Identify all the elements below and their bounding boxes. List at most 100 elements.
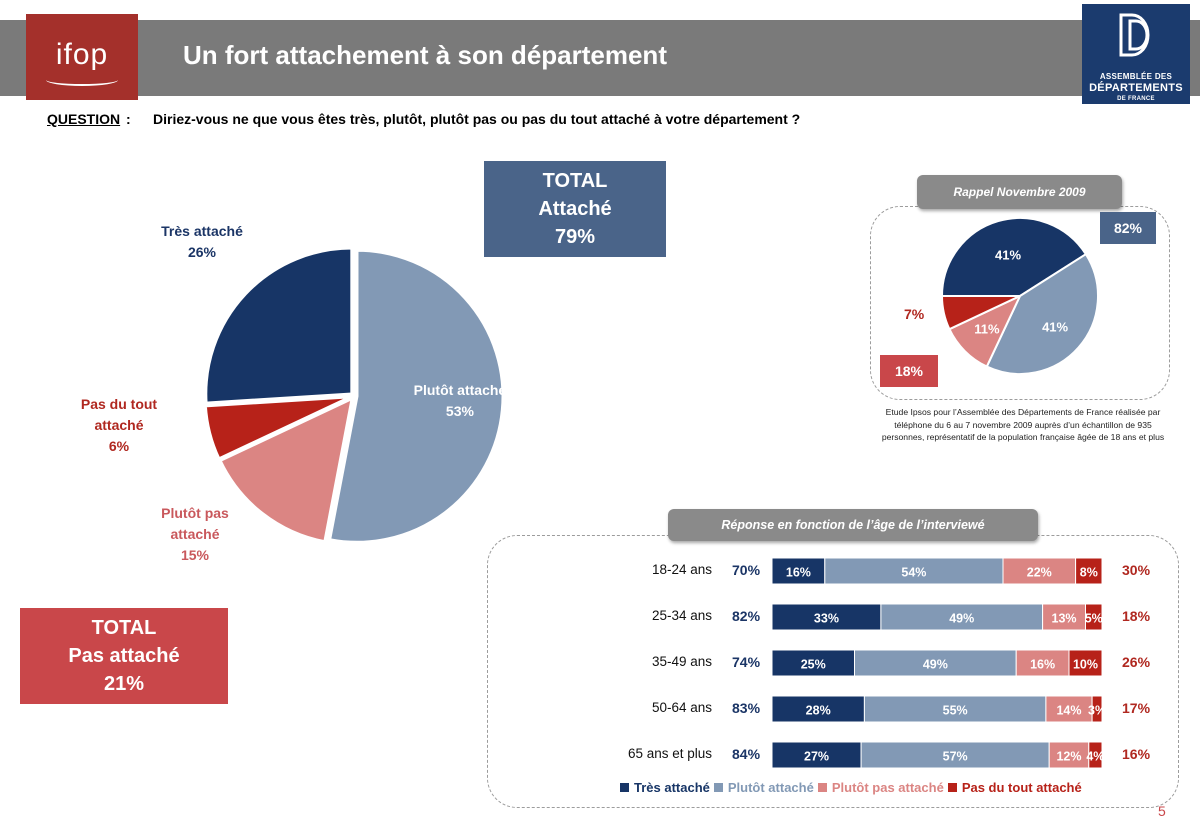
age-row-label: 35-49 ans <box>651 654 712 669</box>
age-bar-label-pas-du-tout: 8% <box>1080 565 1098 579</box>
legend-label-plutot-pas: Plutôt pas attaché <box>831 780 944 795</box>
age-row-total-attache: 70% <box>732 562 761 578</box>
total-attache-box: TOTAL Attaché 79% <box>484 161 666 257</box>
age-bar-label-tres: 25% <box>801 657 826 671</box>
rappel-label-pas-du-tout: 7% <box>904 306 925 322</box>
age-bar-segment-plutot <box>860 741 1050 769</box>
age-bar-segment-tres <box>771 557 826 585</box>
age-bar-label-tres: 27% <box>804 749 829 763</box>
pie-label-pas-du-tout-line1: Pas du tout <box>80 396 158 412</box>
pie-label-tres: Très attaché 26% <box>150 221 254 263</box>
age-bar-segment-pas-du-tout <box>1068 649 1103 677</box>
rappel-pie-slice-label-plutot: 41% <box>1042 319 1068 334</box>
age-legend: Très attaché Plutôt attaché Plutôt pas att… <box>620 780 1086 795</box>
age-bar-label-tres: 33% <box>814 611 839 625</box>
total-pas-line3: 21% <box>103 673 145 695</box>
main-pie-slice-tres <box>204 246 354 405</box>
pie-label-plutot-pas: Plutôt pas attaché 15% <box>140 503 250 566</box>
legend-label-pas-du-tout: Pas du tout attaché <box>961 780 1082 795</box>
age-bar-segment-pas-du-tout <box>1075 557 1103 585</box>
age-row-total-pas: 30% <box>1122 562 1151 578</box>
adf-logo-line2: DÉPARTEMENTS <box>1089 82 1183 94</box>
age-bar-segment-plutot <box>863 695 1047 723</box>
pie-label-plutot-pas-line2: attaché <box>170 526 220 542</box>
ifop-logo: ifop <box>26 14 138 100</box>
age-bar-segment-pas-du-tout <box>1088 741 1103 769</box>
age-bar-label-plutot-pas: 14% <box>1056 703 1081 717</box>
adf-monogram-icon <box>1119 13 1150 57</box>
question-colon: : <box>126 111 131 127</box>
age-bar-label-plutot: 54% <box>901 565 926 579</box>
age-row-label: 25-34 ans <box>651 608 712 623</box>
legend-label-tres: Très attaché <box>634 780 710 795</box>
age-row-total-pas: 16% <box>1122 746 1151 762</box>
main-pie-slice-plutot-pas <box>218 395 355 544</box>
rappel-pie-slice-label-tres: 41% <box>995 247 1021 262</box>
rappel-pie-slice-label-plutot-pas: 11% <box>974 322 1000 337</box>
age-bar-label-plutot-pas: 13% <box>1052 611 1077 625</box>
header-bar <box>0 20 1200 96</box>
question-label: QUESTION <box>47 111 121 127</box>
rappel-total-pas-badge: 18% <box>880 355 938 387</box>
pie-label-plutot-pas-value: 15% <box>180 547 210 563</box>
age-bar-label-pas-du-tout: 10% <box>1073 657 1098 671</box>
age-bar-label-tres: 28% <box>806 703 831 717</box>
age-row-total-pas: 17% <box>1122 700 1151 716</box>
pie-label-tres-value: 26% <box>187 244 217 260</box>
legend-swatch-tres <box>620 783 629 792</box>
legend-swatch-plutot-pas <box>817 783 827 792</box>
adf-logo-line3: DE FRANCE <box>1117 96 1155 102</box>
legend-swatch-pas-du-tout <box>947 783 957 792</box>
age-row-label: 50-64 ans <box>651 700 712 715</box>
age-row-total-attache: 83% <box>732 700 761 716</box>
age-row-label: 65 ans et plus <box>627 746 712 761</box>
pie-label-pas-du-tout: Pas du tout attaché 6% <box>66 394 172 457</box>
total-attache-line2: Attaché <box>538 198 612 220</box>
pie-label-pas-du-tout-line2: attaché <box>94 417 144 433</box>
question-text: Diriez-vous ne que vous êtes très, plutô… <box>153 111 801 127</box>
total-pas-line2: Pas attaché <box>68 645 180 667</box>
rappel-total-attache-badge: 82% <box>1100 212 1156 244</box>
age-bar-label-tres: 16% <box>786 565 811 579</box>
pie-label-plutot-pas-line1: Plutôt pas <box>161 505 229 521</box>
legend-item-plutot: Plutôt attaché <box>713 780 814 795</box>
legend-item-plutot-pas: Plutôt pas attaché <box>817 780 944 795</box>
age-row-label: 18-24 ans <box>651 562 712 577</box>
rappel-title: Rappel Novembre 2009 <box>917 175 1122 209</box>
age-bar-label-plutot: 49% <box>923 657 948 671</box>
age-section-title: Réponse en fonction de l’âge de l’interv… <box>668 509 1038 541</box>
age-bar-label-pas-du-tout: 5% <box>1085 611 1103 625</box>
ifop-logo-text: ifop <box>55 38 109 71</box>
age-bar-segment-plutot-pas <box>1045 695 1093 723</box>
legend-label-plutot: Plutôt attaché <box>727 780 814 795</box>
age-bar-label-pas-du-tout: 4% <box>1086 749 1104 763</box>
age-bar-label-plutot: 49% <box>949 611 974 625</box>
ifop-swoosh <box>46 74 118 86</box>
rappel-pie-slice-pas-du-tout <box>940 295 1021 331</box>
total-pas-attache-box: TOTAL Pas attaché 21% <box>20 608 228 704</box>
age-row-total-pas: 26% <box>1122 654 1151 670</box>
main-pie-chart: Plutôt attaché 53% <box>203 246 507 544</box>
main-pie-slice-plutot <box>327 248 505 544</box>
main-pie-slice-label-plutot: Plutôt attaché 53% <box>414 382 507 419</box>
age-bar-label-plutot-pas: 22% <box>1027 565 1052 579</box>
legend-item-tres: Très attaché <box>620 780 710 795</box>
age-bar-segment-plutot <box>854 649 1017 677</box>
legend-item-pas-du-tout: Pas du tout attaché <box>947 780 1082 795</box>
ipsos-source-note: Etude Ipsos pour l’Assemblée des Départe… <box>881 407 1165 442</box>
age-bar-label-plutot-pas: 12% <box>1056 749 1081 763</box>
age-bar-segment-pas-du-tout <box>1091 695 1103 723</box>
total-pas-line1: TOTAL <box>91 617 157 639</box>
legend-swatch-plutot <box>713 783 723 792</box>
age-bar-segment-plutot <box>880 603 1044 631</box>
age-bar-segment-tres <box>771 695 865 723</box>
age-bar-label-plutot: 57% <box>943 749 968 763</box>
page-title: Un fort attachement à son département <box>183 40 667 70</box>
page-number: 5 <box>1158 803 1166 819</box>
age-bar-label-plutot-pas: 16% <box>1030 657 1055 671</box>
pie-label-pas-du-tout-value: 6% <box>108 438 130 454</box>
age-bar-segment-tres <box>771 649 855 677</box>
adf-logo: ASSEMBLÉE DES DÉPARTEMENTS DE FRANCE <box>1082 4 1190 104</box>
rappel-pie-slice-plutot <box>985 252 1099 375</box>
